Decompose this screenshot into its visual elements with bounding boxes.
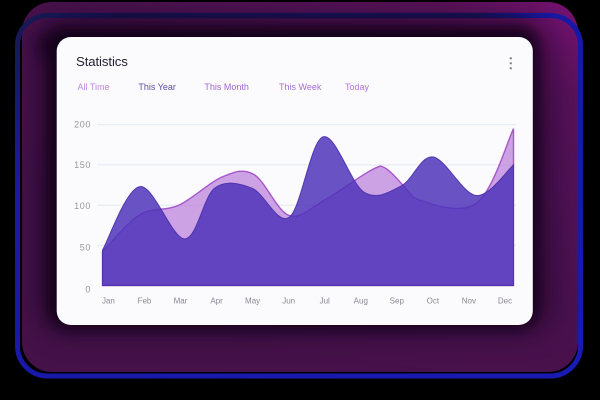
svg-text:Aug: Aug (354, 297, 368, 306)
svg-text:Jun: Jun (282, 297, 295, 306)
svg-text:Sep: Sep (390, 297, 405, 306)
svg-text:150: 150 (74, 160, 91, 170)
svg-text:200: 200 (74, 120, 91, 130)
svg-text:Jul: Jul (320, 297, 330, 306)
svg-text:Mar: Mar (174, 297, 188, 306)
svg-text:This Year: This Year (138, 82, 176, 92)
svg-text:Apr: Apr (210, 297, 223, 306)
svg-text:Dec: Dec (498, 297, 512, 306)
svg-text:This Month: This Month (204, 82, 249, 92)
svg-text:May: May (245, 297, 260, 306)
svg-text:Statistics: Statistics (76, 54, 128, 69)
svg-text:50: 50 (80, 243, 91, 253)
svg-text:Today: Today (345, 82, 370, 92)
svg-text:Nov: Nov (462, 297, 476, 306)
svg-text:Jan: Jan (102, 297, 115, 306)
svg-text:Oct: Oct (427, 297, 440, 306)
svg-text:This Week: This Week (279, 82, 322, 92)
svg-text:100: 100 (74, 201, 91, 211)
svg-text:Feb: Feb (138, 297, 152, 306)
svg-text:All Time: All Time (78, 82, 110, 92)
svg-text:0: 0 (85, 285, 91, 295)
